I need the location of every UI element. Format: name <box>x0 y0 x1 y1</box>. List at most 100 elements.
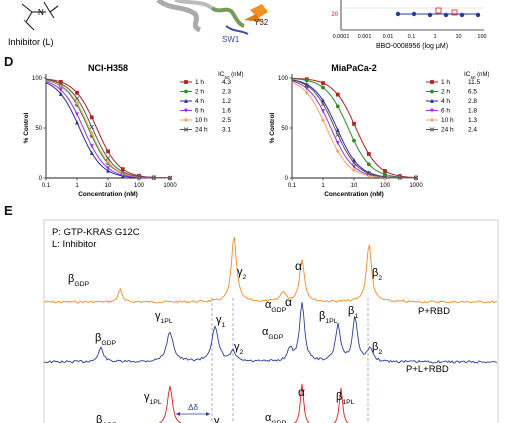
data-point <box>352 164 356 169</box>
structure-atom-n: N <box>38 8 44 17</box>
data-point <box>335 104 340 109</box>
mini-x-tick: 0.001 <box>358 34 372 40</box>
x-axis-label: Concentration (nM) <box>78 191 138 198</box>
x-tick-label: 0.1 <box>42 183 51 189</box>
legend-marker <box>430 98 434 103</box>
mini-xlabel: BBO-0008956 (log μM) <box>376 43 448 50</box>
trace-p-rbd <box>43 237 498 304</box>
legend-header: IC50 (nM) <box>218 71 244 80</box>
x-tick-label: 1 <box>321 183 325 189</box>
y-axis-label: % Control <box>23 112 30 143</box>
legend-ic50-value: 2.8 <box>468 98 477 105</box>
legend-ic50-value: 3.1 <box>222 127 231 134</box>
x-axis-label: Concentration (nM) <box>324 191 384 198</box>
data-point <box>136 174 142 179</box>
data-point <box>321 85 325 90</box>
data-point <box>366 152 371 156</box>
legend-series-name: 24 h <box>441 127 454 134</box>
legend-marker <box>184 117 188 123</box>
trace-label-p-l-rbd: P+L+RBD <box>406 364 449 375</box>
data-point <box>89 124 95 130</box>
mini-x-tick: 10 <box>455 34 461 40</box>
x-tick-label: 0.1 <box>288 183 297 189</box>
legend-marker <box>184 98 188 103</box>
data-point <box>120 167 125 172</box>
data-point <box>75 100 79 106</box>
legend-ic50-value: 6.5 <box>468 89 477 96</box>
data-point <box>58 81 64 86</box>
peak-label-beta-gdp-red: βGDP <box>96 414 118 423</box>
legend-marker <box>430 108 434 113</box>
legend-ic50-value: 1.3 <box>468 117 477 124</box>
data-point <box>382 174 388 180</box>
y-tick-label: 0 <box>285 176 289 182</box>
data-point <box>120 169 126 175</box>
peak-label-beta-gdp-blue: βGDP <box>95 332 117 347</box>
y-tick-label: 50 <box>281 126 288 132</box>
data-point <box>151 175 157 180</box>
data-point <box>304 90 309 95</box>
data-point <box>321 81 325 85</box>
mini-x-tick: 0.0001 <box>333 34 350 40</box>
legend-header: IC50 (nM) <box>464 71 490 80</box>
panel-label-e: E <box>4 203 13 218</box>
x-tick-label: 10 <box>351 183 358 189</box>
peak-label-beta1pl: β1PL <box>319 310 338 325</box>
legend-series-name: 4 h <box>195 98 204 105</box>
chart-title: NCI-H358 <box>88 63 128 73</box>
data-point <box>383 169 387 173</box>
x-tick-label: 100 <box>380 183 391 189</box>
peak-label-alpha-gdp-red: αGDP <box>265 412 287 423</box>
trace-p-l-rbd <box>43 302 498 364</box>
mini-x-tick: 0.01 <box>383 34 394 40</box>
panel-label-d: D <box>4 54 14 69</box>
mini-y-tick: 20 <box>331 12 338 18</box>
data-point <box>335 140 340 146</box>
legend-series-name: 2 h <box>195 89 204 96</box>
data-point <box>106 168 110 173</box>
data-point <box>106 166 110 171</box>
data-point <box>352 121 356 126</box>
peak-label-alpha-gdp: αGDP <box>265 299 287 314</box>
inhibitor-structure <box>21 1 59 31</box>
chart-nci-h358: NCI-H358 0.1 1 10 100 1000 0 50 100 Concentration… <box>23 63 244 198</box>
y-tick-label: 100 <box>278 76 289 82</box>
nmr-frame <box>43 219 499 423</box>
nmr-spectra: P: GTP-KRAS G12C L: Inhibitor βGDPγ2ααGD… <box>43 219 499 423</box>
data-point <box>321 109 325 114</box>
x-tick-label: 100 <box>134 183 145 189</box>
peak-label-beta2-blue: β2 <box>372 341 382 356</box>
legend-marker <box>429 127 435 132</box>
mini-x-tick: 0.1 <box>408 34 416 40</box>
data-point <box>89 115 94 120</box>
legend-ic50-value: 11.5 <box>468 79 481 86</box>
legend-ic50-value: 4.3 <box>222 79 231 86</box>
peak-label-beta2: β2 <box>372 267 382 282</box>
data-point <box>75 90 79 95</box>
peak-label-alpha: α <box>295 259 302 273</box>
legend-marker <box>430 89 434 94</box>
legend-inhibitor: L: Inhibitor <box>52 239 96 250</box>
data-point <box>335 92 340 97</box>
legend-marker <box>430 117 434 123</box>
data-point <box>366 162 371 167</box>
peak-label-beta1: β1 <box>348 305 358 320</box>
data-point <box>366 171 372 176</box>
data-point <box>75 112 79 117</box>
peak-label-alpha-gdp-blue: αGDP <box>262 326 284 341</box>
label-y32: Y32 <box>254 18 269 27</box>
x-tick-label: 1000 <box>409 183 423 189</box>
legend-series-name: 24 h <box>195 127 208 134</box>
inhibitor-label: Inhibitor (L) <box>8 37 54 47</box>
data-point <box>58 80 63 84</box>
legend-ic50-value: 1.8 <box>468 108 477 115</box>
data-point <box>304 83 310 88</box>
mini-x-tick: 100 <box>477 34 486 40</box>
legend-marker <box>184 80 188 84</box>
top-strip: N Inhibitor (L) Y32 SW1 20 0.0001 0.001 0.… <box>8 0 487 50</box>
mini-binding-plot <box>340 0 484 31</box>
legend-ic50-value: 2.3 <box>222 89 231 96</box>
legend-marker <box>184 108 188 113</box>
data-point <box>413 175 419 181</box>
legend-protein: P: GTP-KRAS G12C <box>52 227 140 238</box>
